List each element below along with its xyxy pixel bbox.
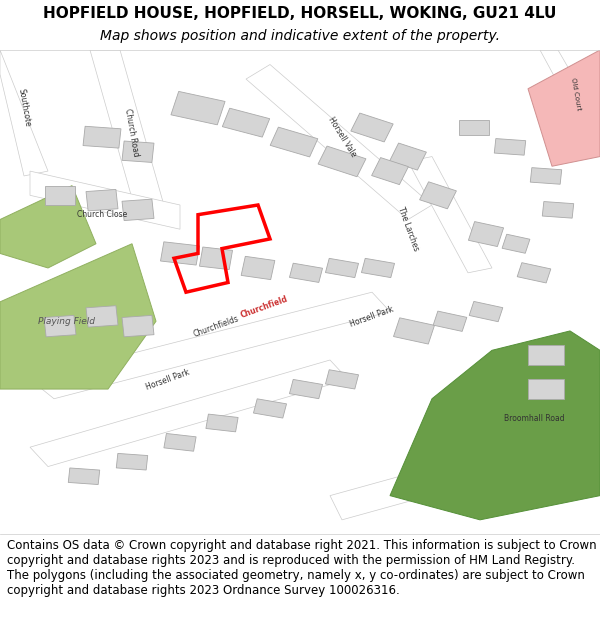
- Polygon shape: [30, 171, 180, 229]
- Polygon shape: [86, 189, 118, 211]
- Polygon shape: [270, 127, 318, 157]
- Polygon shape: [450, 389, 600, 452]
- Polygon shape: [68, 468, 100, 484]
- Text: Horsell Park: Horsell Park: [145, 368, 191, 391]
- Polygon shape: [161, 242, 199, 265]
- Polygon shape: [164, 434, 196, 451]
- Polygon shape: [171, 91, 225, 125]
- Polygon shape: [469, 301, 503, 322]
- Polygon shape: [246, 64, 432, 219]
- Polygon shape: [199, 247, 233, 269]
- Polygon shape: [389, 143, 427, 170]
- Polygon shape: [361, 258, 395, 278]
- Polygon shape: [122, 141, 154, 162]
- Polygon shape: [419, 182, 457, 209]
- Polygon shape: [530, 168, 562, 184]
- Polygon shape: [206, 414, 238, 432]
- Polygon shape: [459, 120, 489, 135]
- Polygon shape: [90, 50, 168, 219]
- Text: Broomhall Road: Broomhall Road: [503, 414, 565, 422]
- Text: Southcote: Southcote: [16, 88, 32, 128]
- Polygon shape: [253, 399, 287, 418]
- Text: The Larches: The Larches: [396, 206, 420, 252]
- Polygon shape: [408, 156, 492, 272]
- Text: Church Road: Church Road: [124, 107, 140, 157]
- Polygon shape: [502, 234, 530, 253]
- Polygon shape: [0, 50, 48, 176]
- Polygon shape: [390, 331, 600, 520]
- Text: Churchfields: Churchfields: [192, 314, 240, 339]
- Polygon shape: [394, 318, 434, 344]
- Polygon shape: [45, 186, 75, 205]
- Polygon shape: [528, 50, 600, 166]
- Polygon shape: [116, 453, 148, 470]
- Polygon shape: [83, 126, 121, 148]
- Polygon shape: [351, 113, 393, 142]
- Polygon shape: [30, 292, 390, 399]
- Polygon shape: [122, 316, 154, 337]
- Polygon shape: [433, 311, 467, 331]
- Polygon shape: [330, 438, 552, 520]
- Text: Contains OS data © Crown copyright and database right 2021. This information is : Contains OS data © Crown copyright and d…: [7, 539, 597, 597]
- Text: Church Close: Church Close: [77, 210, 127, 219]
- Text: Map shows position and indicative extent of the property.: Map shows position and indicative extent…: [100, 29, 500, 43]
- Polygon shape: [494, 139, 526, 155]
- Polygon shape: [318, 146, 366, 177]
- Polygon shape: [517, 262, 551, 283]
- Polygon shape: [528, 379, 564, 399]
- Polygon shape: [540, 50, 600, 127]
- Polygon shape: [223, 108, 269, 137]
- Text: Old Court: Old Court: [570, 77, 582, 111]
- Polygon shape: [86, 306, 118, 327]
- Polygon shape: [289, 379, 323, 399]
- Polygon shape: [241, 256, 275, 279]
- Polygon shape: [30, 360, 348, 466]
- Polygon shape: [542, 201, 574, 218]
- Polygon shape: [325, 370, 359, 389]
- Polygon shape: [469, 222, 503, 246]
- Polygon shape: [528, 346, 564, 365]
- Polygon shape: [0, 186, 96, 268]
- Text: Churchfield: Churchfield: [239, 294, 289, 319]
- Text: HOPFIELD HOUSE, HOPFIELD, HORSELL, WOKING, GU21 4LU: HOPFIELD HOUSE, HOPFIELD, HORSELL, WOKIN…: [43, 6, 557, 21]
- Polygon shape: [44, 316, 76, 337]
- Polygon shape: [0, 244, 156, 389]
- Polygon shape: [122, 199, 154, 221]
- Text: Horsell Vale: Horsell Vale: [326, 116, 358, 159]
- Text: Horsell Park: Horsell Park: [349, 304, 395, 329]
- Text: Playing Field: Playing Field: [37, 317, 95, 326]
- Polygon shape: [325, 258, 359, 278]
- Polygon shape: [289, 263, 323, 282]
- Polygon shape: [371, 158, 409, 184]
